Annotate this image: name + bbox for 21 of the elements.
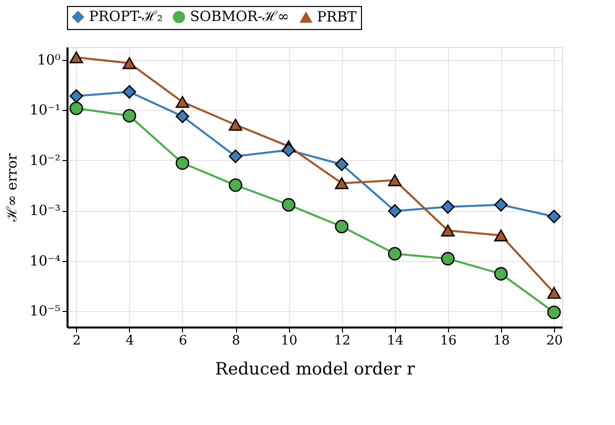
x-tick-label: 2 (72, 334, 81, 348)
y-tick-label: 10⁻¹ (30, 102, 60, 119)
x-tick-label: 6 (178, 334, 188, 348)
x-axis-title: Reduced model order r (215, 360, 416, 380)
x-tick-label: 10 (280, 334, 298, 348)
y-axis-title: ℋ∞ error (4, 153, 21, 222)
x-tick-label: 20 (546, 334, 563, 348)
legend-label: SOBMOR-ℋ∞ (190, 9, 290, 26)
y-tick-label: 10⁰ (37, 52, 61, 68)
legend-label: PROPT-ℋ₂ (89, 9, 163, 26)
x-tick-label: 8 (232, 334, 240, 348)
x-tick-label: 4 (126, 334, 134, 348)
y-tick-label: 10⁻⁵ (30, 303, 61, 320)
x-tick-label: 14 (387, 334, 404, 348)
x-tick-label: 16 (440, 334, 457, 348)
legend-label: PRBT (317, 9, 358, 26)
y-tick-label: 10⁻² (30, 152, 60, 169)
y-tick-label: 10⁻³ (30, 203, 60, 220)
y-tick-label: 10⁻⁴ (30, 253, 61, 270)
x-tick-label: 12 (334, 334, 350, 348)
x-tick-label: 18 (493, 334, 510, 348)
